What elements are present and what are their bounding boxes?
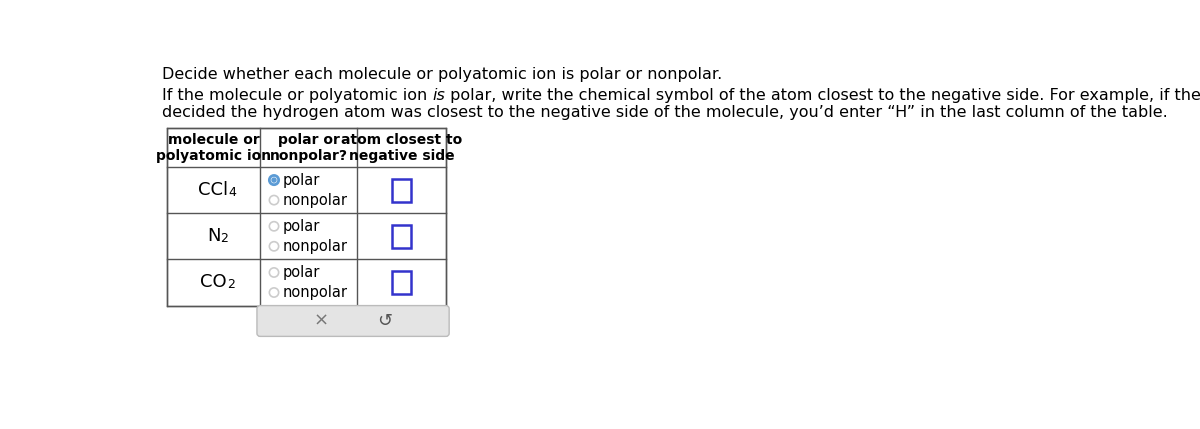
Circle shape — [269, 242, 278, 251]
Text: 2: 2 — [227, 278, 235, 291]
Text: atom closest to
negative side: atom closest to negative side — [341, 133, 462, 163]
Text: polar, write the chemical symbol of the atom closest to the negative side. For e: polar, write the chemical symbol of the … — [445, 88, 1200, 103]
Bar — [392, 178, 410, 202]
Circle shape — [269, 288, 278, 297]
Text: polar or
nonpolar?: polar or nonpolar? — [270, 133, 348, 163]
Bar — [167, 128, 446, 305]
Text: molecule or
polyatomic ion: molecule or polyatomic ion — [156, 133, 271, 163]
FancyBboxPatch shape — [257, 305, 449, 336]
Circle shape — [269, 268, 278, 277]
Text: is: is — [432, 88, 445, 103]
Circle shape — [271, 177, 277, 183]
Text: nonpolar: nonpolar — [282, 285, 348, 300]
Text: nonpolar: nonpolar — [282, 239, 348, 254]
Text: N: N — [206, 227, 221, 245]
Text: ×: × — [314, 312, 329, 330]
Circle shape — [269, 175, 278, 185]
Bar — [392, 271, 410, 294]
Text: ↺: ↺ — [377, 312, 392, 330]
Text: CCl: CCl — [198, 181, 229, 199]
Text: CO: CO — [200, 273, 227, 291]
Text: polar: polar — [282, 219, 320, 234]
Text: decided the hydrogen atom was closest to the negative side of the molecule, you’: decided the hydrogen atom was closest to… — [162, 106, 1168, 121]
Circle shape — [269, 222, 278, 231]
Text: Decide whether each molecule or polyatomic ion is polar or nonpolar.: Decide whether each molecule or polyatom… — [162, 67, 722, 82]
Text: 4: 4 — [229, 186, 236, 199]
Text: nonpolar: nonpolar — [282, 193, 348, 208]
Text: 2: 2 — [221, 232, 228, 245]
Text: polar: polar — [282, 265, 320, 280]
Text: If the molecule or polyatomic ion: If the molecule or polyatomic ion — [162, 88, 432, 103]
Bar — [392, 225, 410, 248]
Text: polar: polar — [282, 172, 320, 187]
Circle shape — [269, 196, 278, 205]
